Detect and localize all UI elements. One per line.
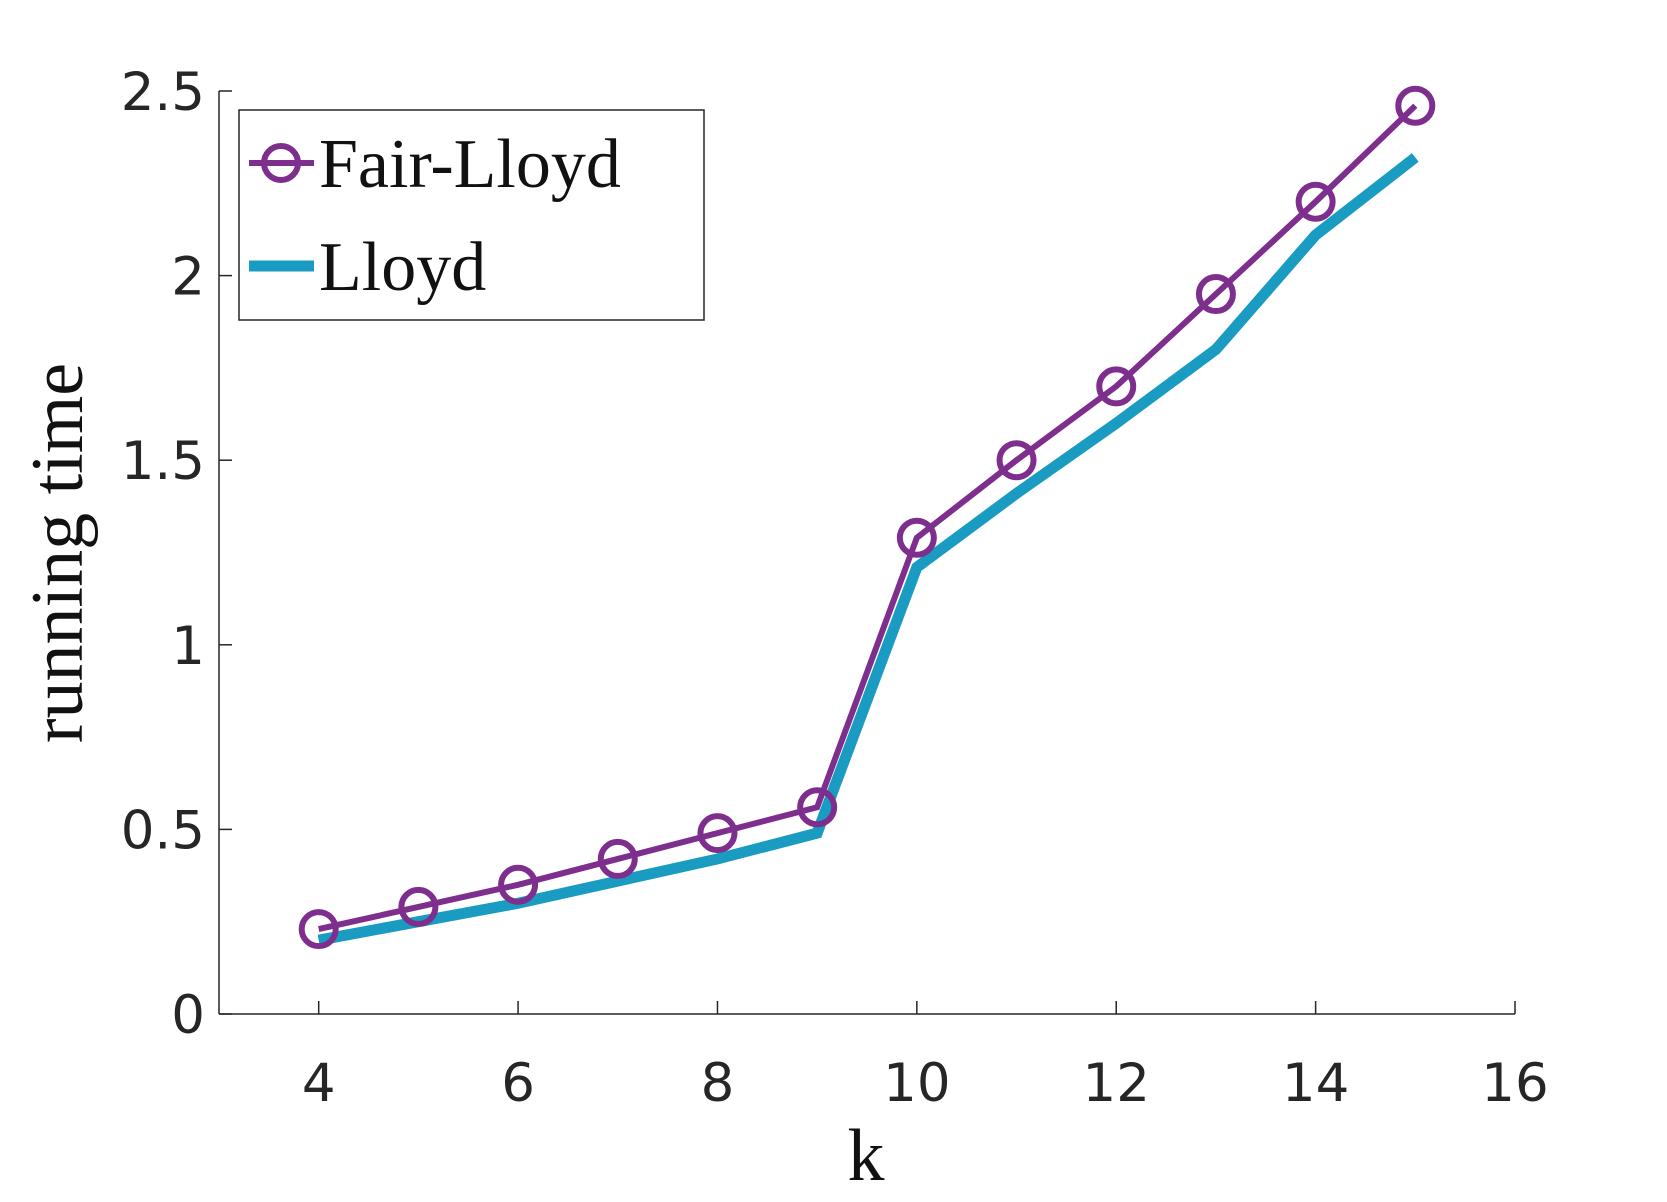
y-tick-label: 2 bbox=[171, 247, 205, 308]
marker bbox=[1195, 274, 1236, 315]
x-tick-label: 14 bbox=[1282, 1053, 1349, 1114]
marker bbox=[697, 813, 738, 854]
marker bbox=[1395, 85, 1436, 126]
x-tick-label: 8 bbox=[701, 1053, 735, 1114]
marker bbox=[896, 517, 937, 558]
y-tick-label: 0.5 bbox=[121, 800, 205, 861]
marker bbox=[498, 864, 539, 905]
y-tick-label: 1 bbox=[171, 616, 205, 677]
marker bbox=[597, 838, 638, 879]
legend-box bbox=[238, 109, 705, 321]
y-tick-label: 2.5 bbox=[121, 62, 205, 123]
x-tick-label: 12 bbox=[1083, 1053, 1150, 1114]
x-tick-label: 16 bbox=[1481, 1053, 1548, 1114]
legend-label: Fair-Lloyd bbox=[319, 126, 621, 203]
x-tick-label: 10 bbox=[883, 1053, 950, 1114]
x-axis-label: k bbox=[848, 1115, 885, 1197]
marker bbox=[1295, 181, 1336, 222]
marker bbox=[797, 787, 838, 828]
y-tick-label: 0 bbox=[171, 985, 205, 1046]
y-axis-label: running time bbox=[17, 363, 99, 743]
marker bbox=[996, 440, 1037, 481]
series-line bbox=[317, 153, 1419, 946]
y-tick-label: 1.5 bbox=[121, 431, 205, 492]
marker bbox=[1096, 366, 1137, 407]
x-tick-label: 6 bbox=[501, 1053, 535, 1114]
x-tick-label: 4 bbox=[302, 1053, 336, 1114]
legend-label: Lloyd bbox=[319, 229, 486, 306]
marker bbox=[298, 909, 339, 950]
legend-marker bbox=[261, 143, 301, 183]
marker bbox=[398, 886, 439, 927]
